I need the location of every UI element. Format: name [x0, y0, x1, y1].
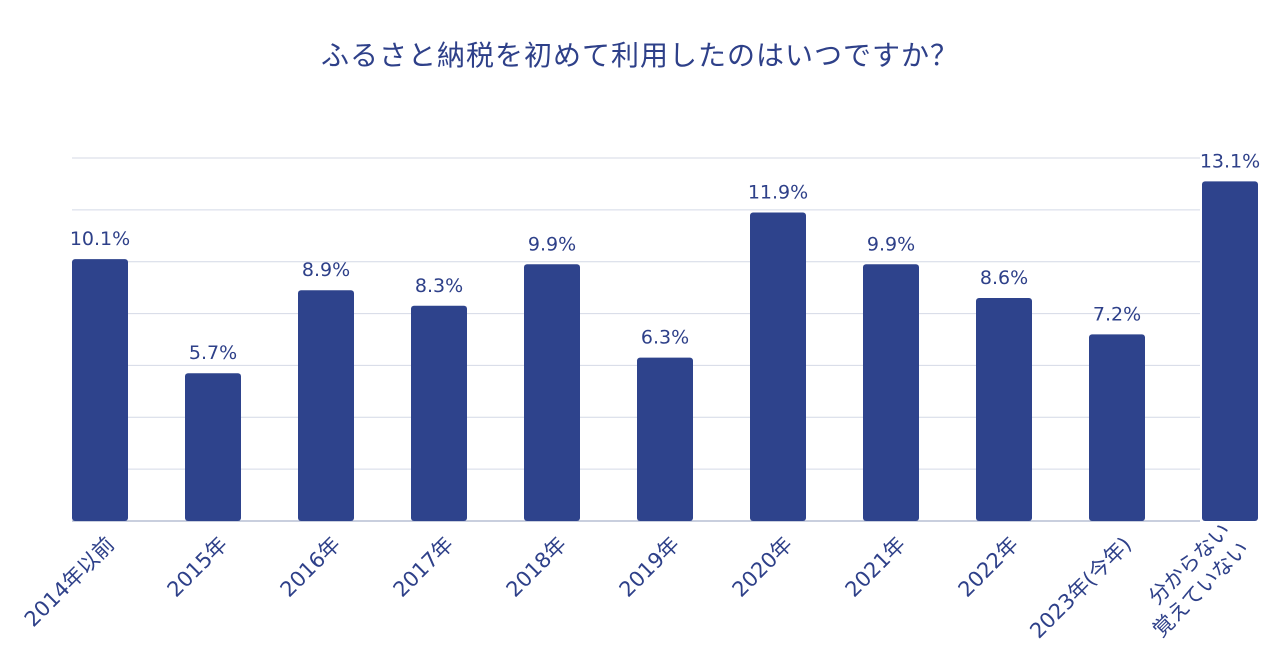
bar — [524, 264, 580, 521]
bar — [298, 290, 354, 521]
x-tick-label: 2020年 — [728, 532, 798, 602]
bar — [976, 298, 1032, 521]
data-label: 8.6% — [980, 267, 1028, 289]
data-label: 5.7% — [189, 342, 237, 364]
data-label: 10.1% — [70, 228, 130, 250]
x-tick-label: 2017年 — [389, 532, 459, 602]
gridlines — [72, 157, 1200, 522]
x-tick-label: 2022年 — [954, 532, 1024, 602]
data-label: 7.2% — [1093, 303, 1141, 325]
bar — [637, 357, 693, 521]
value-labels: 10.1% 5.7% 8.9% 8.3% 9.9% 6.3% 11.9% 9.9% 8.6% 7.… — [70, 150, 1260, 364]
x-tick-label: 2016年 — [276, 532, 346, 602]
bar — [1202, 181, 1258, 522]
bars — [72, 181, 1258, 522]
data-label: 13.1% — [1200, 150, 1260, 172]
bar — [411, 305, 467, 521]
x-tick-label: 2014年以前 — [20, 532, 119, 631]
data-label: 8.9% — [302, 259, 350, 281]
bar — [863, 264, 919, 521]
data-label: 8.3% — [415, 275, 463, 297]
bar — [750, 212, 806, 521]
data-label: 9.9% — [867, 233, 915, 255]
x-tick-label: 2021年 — [841, 532, 911, 602]
data-label: 6.3% — [641, 327, 689, 349]
x-axis-labels: 2014年以前 2015年 2016年 2017年 2018年 2019年 2020年 202… — [20, 518, 1254, 643]
x-tick-label: 2019年 — [615, 532, 685, 602]
data-label: 11.9% — [748, 181, 808, 203]
x-tick-label: 2018年 — [502, 532, 572, 602]
data-label: 9.9% — [528, 233, 576, 255]
x-tick-label: 2015年 — [163, 532, 233, 602]
bar — [1089, 334, 1145, 521]
bar — [185, 373, 241, 521]
x-tick-label: 分からない覚えていない — [1130, 518, 1254, 642]
chart-title: ふるさと納税を初めて利用したのはいつですか？ — [320, 39, 959, 72]
x-tick-label: 2023年(今年) — [1025, 532, 1136, 643]
bar — [72, 259, 128, 521]
